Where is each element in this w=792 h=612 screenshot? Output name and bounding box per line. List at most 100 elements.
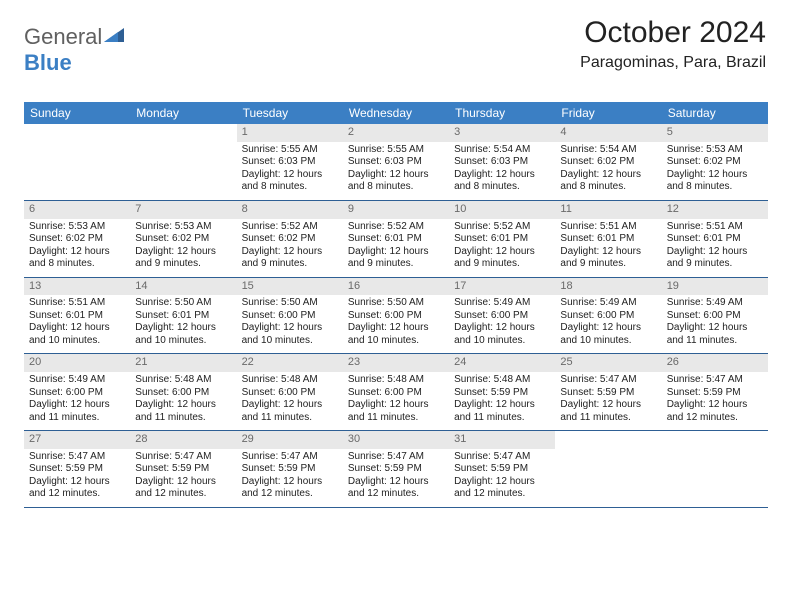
day-details: Sunrise: 5:52 AMSunset: 6:01 PMDaylight:… [343, 219, 449, 277]
sunrise-text: Sunrise: 5:53 AM [29, 221, 125, 234]
daylight-text: Daylight: 12 hours and 9 minutes. [667, 246, 763, 271]
weekday-header: Saturday [662, 102, 768, 124]
day-details: Sunrise: 5:48 AMSunset: 6:00 PMDaylight:… [237, 372, 343, 430]
calendar-day-cell: 16Sunrise: 5:50 AMSunset: 6:00 PMDayligh… [343, 278, 449, 354]
sunrise-text: Sunrise: 5:48 AM [135, 374, 231, 387]
daylight-text: Daylight: 12 hours and 9 minutes. [348, 246, 444, 271]
sunrise-text: Sunrise: 5:49 AM [29, 374, 125, 387]
day-details: Sunrise: 5:53 AMSunset: 6:02 PMDaylight:… [130, 219, 236, 277]
calendar-day-cell: 21Sunrise: 5:48 AMSunset: 6:00 PMDayligh… [130, 354, 236, 430]
calendar-week-row: 20Sunrise: 5:49 AMSunset: 6:00 PMDayligh… [24, 354, 768, 431]
sunset-text: Sunset: 6:01 PM [348, 233, 444, 246]
calendar-day-cell: 31Sunrise: 5:47 AMSunset: 5:59 PMDayligh… [449, 431, 555, 507]
day-details: Sunrise: 5:52 AMSunset: 6:02 PMDaylight:… [237, 219, 343, 277]
weekday-header: Tuesday [237, 102, 343, 124]
day-details: Sunrise: 5:49 AMSunset: 6:00 PMDaylight:… [555, 295, 661, 353]
day-number: 2 [343, 124, 449, 142]
daylight-text: Daylight: 12 hours and 11 minutes. [667, 322, 763, 347]
calendar-day-cell: . [24, 124, 130, 200]
daylight-text: Daylight: 12 hours and 12 minutes. [348, 476, 444, 501]
sunrise-text: Sunrise: 5:50 AM [135, 297, 231, 310]
sunset-text: Sunset: 6:02 PM [135, 233, 231, 246]
day-details: Sunrise: 5:47 AMSunset: 5:59 PMDaylight:… [662, 372, 768, 430]
day-number: 19 [662, 278, 768, 296]
sunset-text: Sunset: 5:59 PM [454, 387, 550, 400]
sunrise-text: Sunrise: 5:50 AM [242, 297, 338, 310]
calendar-day-cell: 20Sunrise: 5:49 AMSunset: 6:00 PMDayligh… [24, 354, 130, 430]
sunset-text: Sunset: 5:59 PM [135, 463, 231, 476]
sunset-text: Sunset: 6:00 PM [454, 310, 550, 323]
sunrise-text: Sunrise: 5:53 AM [667, 144, 763, 157]
logo-text-2: Blue [24, 50, 72, 75]
daylight-text: Daylight: 12 hours and 12 minutes. [242, 476, 338, 501]
sunset-text: Sunset: 5:59 PM [29, 463, 125, 476]
daylight-text: Daylight: 12 hours and 9 minutes. [135, 246, 231, 271]
sunrise-text: Sunrise: 5:47 AM [348, 451, 444, 464]
day-details: Sunrise: 5:48 AMSunset: 5:59 PMDaylight:… [449, 372, 555, 430]
sunset-text: Sunset: 6:02 PM [667, 156, 763, 169]
calendar-day-cell: 6Sunrise: 5:53 AMSunset: 6:02 PMDaylight… [24, 201, 130, 277]
sunset-text: Sunset: 6:01 PM [454, 233, 550, 246]
sunrise-text: Sunrise: 5:51 AM [560, 221, 656, 234]
sunrise-text: Sunrise: 5:48 AM [348, 374, 444, 387]
sunrise-text: Sunrise: 5:50 AM [348, 297, 444, 310]
day-details: Sunrise: 5:51 AMSunset: 6:01 PMDaylight:… [662, 219, 768, 277]
calendar-day-cell: 1Sunrise: 5:55 AMSunset: 6:03 PMDaylight… [237, 124, 343, 200]
calendar-week-row: ..1Sunrise: 5:55 AMSunset: 6:03 PMDaylig… [24, 124, 768, 201]
daylight-text: Daylight: 12 hours and 11 minutes. [454, 399, 550, 424]
sunset-text: Sunset: 6:02 PM [242, 233, 338, 246]
day-details: Sunrise: 5:51 AMSunset: 6:01 PMDaylight:… [555, 219, 661, 277]
day-number: 8 [237, 201, 343, 219]
calendar-day-cell: 11Sunrise: 5:51 AMSunset: 6:01 PMDayligh… [555, 201, 661, 277]
sunrise-text: Sunrise: 5:53 AM [135, 221, 231, 234]
weekday-header: Monday [130, 102, 236, 124]
sunrise-text: Sunrise: 5:47 AM [135, 451, 231, 464]
sunset-text: Sunset: 5:59 PM [560, 387, 656, 400]
sunrise-text: Sunrise: 5:47 AM [560, 374, 656, 387]
sunset-text: Sunset: 6:03 PM [242, 156, 338, 169]
location-subtitle: Paragominas, Para, Brazil [580, 54, 766, 72]
sunrise-text: Sunrise: 5:48 AM [454, 374, 550, 387]
sunset-text: Sunset: 6:01 PM [135, 310, 231, 323]
day-details: Sunrise: 5:50 AMSunset: 6:00 PMDaylight:… [237, 295, 343, 353]
sunrise-text: Sunrise: 5:51 AM [29, 297, 125, 310]
daylight-text: Daylight: 12 hours and 8 minutes. [454, 169, 550, 194]
calendar-day-cell: 19Sunrise: 5:49 AMSunset: 6:00 PMDayligh… [662, 278, 768, 354]
page-title: October 2024 [580, 16, 766, 50]
calendar-day-cell: 9Sunrise: 5:52 AMSunset: 6:01 PMDaylight… [343, 201, 449, 277]
calendar-day-cell: 26Sunrise: 5:47 AMSunset: 5:59 PMDayligh… [662, 354, 768, 430]
calendar-day-cell: 12Sunrise: 5:51 AMSunset: 6:01 PMDayligh… [662, 201, 768, 277]
sunrise-text: Sunrise: 5:54 AM [454, 144, 550, 157]
calendar-day-cell: 23Sunrise: 5:48 AMSunset: 6:00 PMDayligh… [343, 354, 449, 430]
brand-logo: General Blue [24, 22, 124, 76]
day-number: 23 [343, 354, 449, 372]
daylight-text: Daylight: 12 hours and 12 minutes. [135, 476, 231, 501]
day-details: Sunrise: 5:47 AMSunset: 5:59 PMDaylight:… [237, 449, 343, 507]
day-details: Sunrise: 5:49 AMSunset: 6:00 PMDaylight:… [662, 295, 768, 353]
day-details: Sunrise: 5:47 AMSunset: 5:59 PMDaylight:… [24, 449, 130, 507]
daylight-text: Daylight: 12 hours and 8 minutes. [667, 169, 763, 194]
day-details: Sunrise: 5:50 AMSunset: 6:00 PMDaylight:… [343, 295, 449, 353]
sunset-text: Sunset: 6:00 PM [242, 310, 338, 323]
sunset-text: Sunset: 6:02 PM [29, 233, 125, 246]
day-details: Sunrise: 5:52 AMSunset: 6:01 PMDaylight:… [449, 219, 555, 277]
calendar-day-cell: 15Sunrise: 5:50 AMSunset: 6:00 PMDayligh… [237, 278, 343, 354]
daylight-text: Daylight: 12 hours and 10 minutes. [29, 322, 125, 347]
day-number: 28 [130, 431, 236, 449]
day-details: Sunrise: 5:47 AMSunset: 5:59 PMDaylight:… [130, 449, 236, 507]
sunset-text: Sunset: 6:02 PM [560, 156, 656, 169]
sunrise-text: Sunrise: 5:48 AM [242, 374, 338, 387]
sunset-text: Sunset: 5:59 PM [667, 387, 763, 400]
sunset-text: Sunset: 6:00 PM [135, 387, 231, 400]
sunrise-text: Sunrise: 5:51 AM [667, 221, 763, 234]
calendar-day-cell: 22Sunrise: 5:48 AMSunset: 6:00 PMDayligh… [237, 354, 343, 430]
calendar-day-cell: 14Sunrise: 5:50 AMSunset: 6:01 PMDayligh… [130, 278, 236, 354]
sunrise-text: Sunrise: 5:47 AM [454, 451, 550, 464]
day-number: 26 [662, 354, 768, 372]
daylight-text: Daylight: 12 hours and 10 minutes. [560, 322, 656, 347]
sunset-text: Sunset: 6:01 PM [29, 310, 125, 323]
sunrise-text: Sunrise: 5:47 AM [29, 451, 125, 464]
calendar-week-row: 27Sunrise: 5:47 AMSunset: 5:59 PMDayligh… [24, 431, 768, 508]
day-number: 22 [237, 354, 343, 372]
calendar-day-cell: 17Sunrise: 5:49 AMSunset: 6:00 PMDayligh… [449, 278, 555, 354]
